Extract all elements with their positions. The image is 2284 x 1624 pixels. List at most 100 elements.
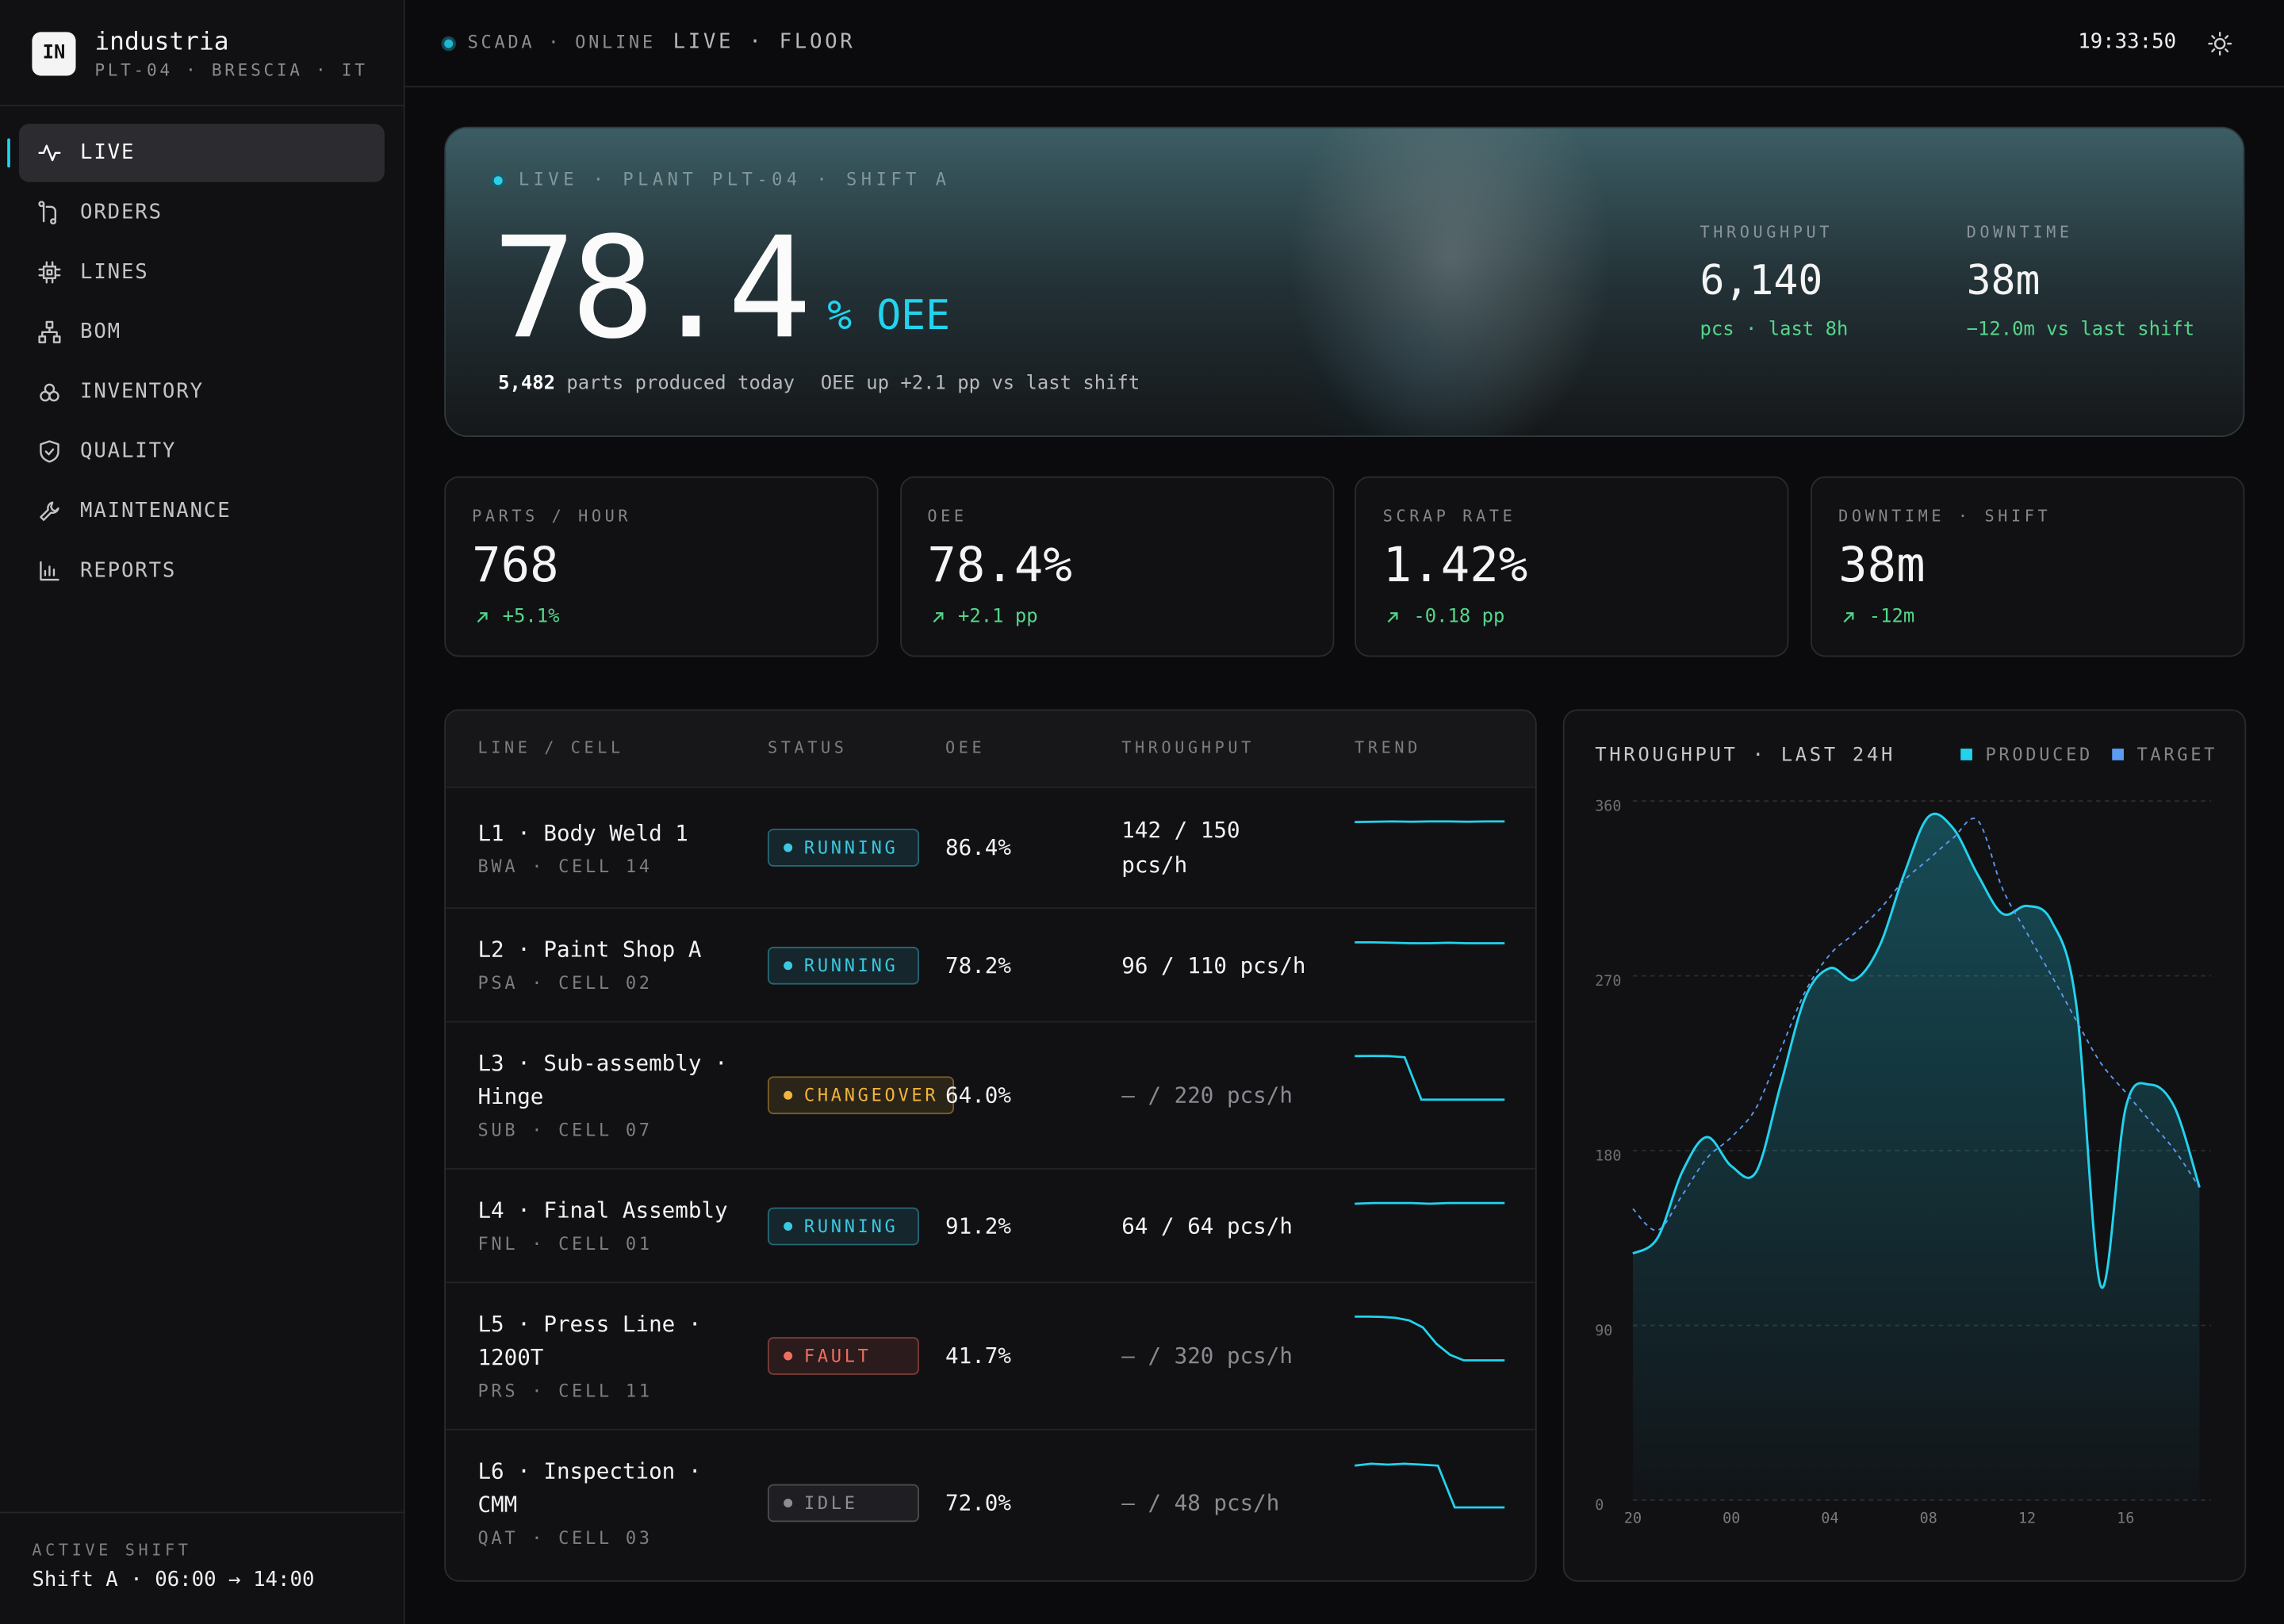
icon-path xyxy=(38,201,56,224)
icon-path xyxy=(40,561,59,581)
status-dot xyxy=(784,1351,793,1361)
stat-note: −12.0m vs last shift xyxy=(1966,319,2195,341)
parts-text: parts produced today xyxy=(566,373,795,395)
sparkline xyxy=(1355,820,1505,824)
column-header: THROUGHPUT xyxy=(1121,738,1255,758)
table-row[interactable]: L4 · Final Assembly FNL · CELL 01 RUNNING 9… xyxy=(446,1168,1535,1281)
table-row[interactable]: L1 · Body Weld 1 BWA · CELL 14 RUNNING 86.4… xyxy=(446,786,1535,907)
line-name: L6 · Inspection · CMM xyxy=(477,1457,702,1518)
status-dot xyxy=(784,843,793,852)
nav-item[interactable]: LIVE xyxy=(18,124,385,182)
line-cell: L6 · Inspection · CMM QAT · CELL 03 xyxy=(477,1455,768,1551)
sparkline xyxy=(1355,1316,1505,1362)
icon-path xyxy=(38,144,61,162)
table-row[interactable]: L5 · Press Line · 1200T PRS · CELL 11 FAUL… xyxy=(446,1281,1535,1429)
nav-icon xyxy=(38,261,61,284)
line-name: L4 · Final Assembly xyxy=(477,1197,728,1224)
stat-note: pcs · last 8h xyxy=(1700,319,1849,341)
breadcrumb: LIVE · FLOOR xyxy=(673,30,856,54)
nav-label: REPORTS xyxy=(80,559,177,583)
status-badge: RUNNING xyxy=(767,945,919,984)
line-name: L3 · Sub-assembly · Hinge xyxy=(477,1050,728,1110)
kpi-label: PARTS / HOUR xyxy=(472,507,632,527)
scada-status: SCADA · ONLINE xyxy=(467,32,656,53)
sidebar: IN industria PLT-04 · BRESCIA · IT LIVE O… xyxy=(0,0,405,1624)
nav-icon xyxy=(38,144,61,162)
line-code: FNL · CELL 01 xyxy=(477,1233,653,1254)
sparkline-line xyxy=(1355,1462,1505,1509)
status-text: RUNNING xyxy=(803,954,899,975)
table-row[interactable]: L2 · Paint Shop A PSA · CELL 02 RUNNING 78.… xyxy=(446,907,1535,1021)
kpi-delta: -0.18 pp xyxy=(1413,606,1505,628)
kpi-label: OEE xyxy=(927,507,968,527)
kpi-label: DOWNTIME · SHIFT xyxy=(1838,507,2052,527)
nav-item[interactable]: REPORTS xyxy=(19,542,385,599)
line-cell: L3 · Sub-assembly · Hinge SUB · CELL 07 xyxy=(477,1048,768,1143)
icon-path xyxy=(38,320,61,343)
kpi-card: DOWNTIME · SHIFT 38m -12m xyxy=(1811,476,2245,657)
oee: 64.0% xyxy=(945,1082,1011,1109)
status-badge: FAULT xyxy=(767,1337,919,1375)
sparkline xyxy=(1355,1462,1505,1509)
nav-icon xyxy=(40,440,59,463)
line-name: L2 · Paint Shop A xyxy=(477,936,702,963)
nav-item[interactable]: INVENTORY xyxy=(19,362,385,420)
arrow-path xyxy=(1388,612,1399,623)
nav-label: BOM xyxy=(80,320,121,344)
nav-label: MAINTENANCE xyxy=(80,499,232,523)
theme-toggle[interactable] xyxy=(2207,31,2233,57)
oee: 91.2% xyxy=(945,1212,1011,1239)
status-text: RUNNING xyxy=(803,837,899,858)
delta-arrow xyxy=(477,612,488,623)
status-dot xyxy=(784,960,793,970)
icon-path xyxy=(40,383,59,402)
arrow-path xyxy=(477,612,488,623)
kpi-value: 768 xyxy=(472,535,559,593)
oee: 86.4% xyxy=(945,834,1011,861)
nav: LIVE ORDERS LINES BOM INVENTORY QUALITY MAINTE… xyxy=(0,0,404,728)
shift: Shift A · 06:00 → 14:00 xyxy=(32,1568,315,1592)
table-body: L1 · Body Weld 1 BWA · CELL 14 RUNNING 86.4… xyxy=(446,786,1535,1576)
column-header: STATUS xyxy=(767,738,848,758)
nav-item[interactable]: BOM xyxy=(19,303,385,361)
nav-icon xyxy=(38,320,61,343)
nav-label: LINES xyxy=(80,260,149,285)
clock: 19:33:50 xyxy=(2078,30,2177,54)
column-header: LINE / CELL xyxy=(477,738,624,758)
nav-label: INVENTORY xyxy=(80,380,204,404)
location: PLT-04 · BRESCIA · IT xyxy=(94,59,368,81)
line-code: QAT · CELL 03 xyxy=(477,1527,653,1549)
line-cell: L1 · Body Weld 1 BWA · CELL 14 xyxy=(477,816,768,879)
oee: 72.0% xyxy=(945,1489,1011,1517)
kpi-card: PARTS / HOUR 768 +5.1% xyxy=(444,476,879,657)
nav-item[interactable]: MAINTENANCE xyxy=(19,482,385,540)
line-code: BWA · CELL 14 xyxy=(477,856,653,876)
status-cell: FAULT xyxy=(767,1337,945,1375)
hero-stats: THROUGHPUT 6,140 pcs · last 8h DOWNTIME 38m −… xyxy=(446,128,2244,436)
table-row[interactable]: L3 · Sub-assembly · Hinge SUB · CELL 07 CH… xyxy=(446,1021,1535,1169)
nav-item[interactable]: LINES xyxy=(19,243,385,301)
lines-table: LINE / CELL STATUS OEE THROUGHPUT TREND L1 ·… xyxy=(444,709,1537,1582)
nav-label: ORDERS xyxy=(80,201,163,224)
hero-eyebrow: LIVE · PLANT PLT-04 · SHIFT A xyxy=(518,169,951,190)
icon-path xyxy=(38,261,61,284)
chart-card xyxy=(1562,709,2247,1582)
sparkline-line xyxy=(1355,1201,1505,1205)
kpi-card: OEE 78.4% +2.1 pp xyxy=(899,476,1334,657)
logo[interactable]: IN xyxy=(32,32,76,76)
oee-note: OEE up +2.1 pp vs last shift xyxy=(820,373,1140,395)
nav-item[interactable]: ORDERS xyxy=(19,183,385,241)
shift-label: ACTIVE SHIFT xyxy=(32,1541,192,1561)
divider xyxy=(0,105,404,107)
nav-icon xyxy=(38,201,56,224)
column-header: OEE xyxy=(945,738,986,758)
table-row[interactable]: L6 · Inspection · CMM QAT · CELL 03 IDLE 72… xyxy=(446,1428,1535,1576)
active-indicator xyxy=(7,138,10,168)
throughput: — / 320 pcs/h xyxy=(1121,1342,1293,1369)
hero-value: 78.4 xyxy=(492,206,812,370)
status-badge: RUNNING xyxy=(767,1206,919,1245)
status-badge: CHANGEOVER xyxy=(767,1076,955,1115)
nav-item[interactable]: QUALITY xyxy=(19,423,385,481)
